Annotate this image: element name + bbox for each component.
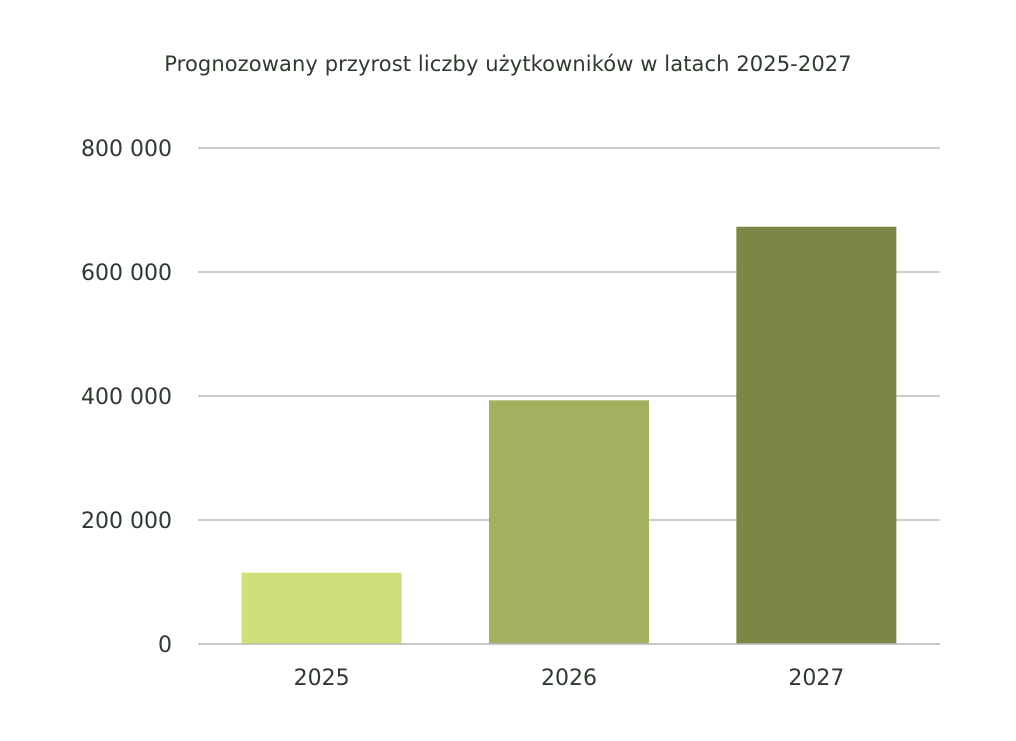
x-tick-label-2027: 2027 bbox=[788, 666, 844, 691]
bar-2026 bbox=[489, 400, 649, 644]
x-tick-label-2025: 2025 bbox=[294, 666, 350, 691]
bar-2027 bbox=[736, 226, 897, 645]
bar-2025 bbox=[241, 572, 402, 644]
y-tick-label-0: 0 bbox=[158, 633, 172, 658]
y-tick-label-2: 400 000 bbox=[81, 385, 172, 410]
y-tick-label-4: 800 000 bbox=[81, 137, 172, 162]
x-tick-label-2026: 2026 bbox=[541, 666, 597, 691]
y-tick-label-3: 600 000 bbox=[81, 261, 172, 286]
chart-title: Prognozowany przyrost liczby użytkownikó… bbox=[164, 52, 852, 76]
y-tick-label-1: 200 000 bbox=[81, 509, 172, 534]
